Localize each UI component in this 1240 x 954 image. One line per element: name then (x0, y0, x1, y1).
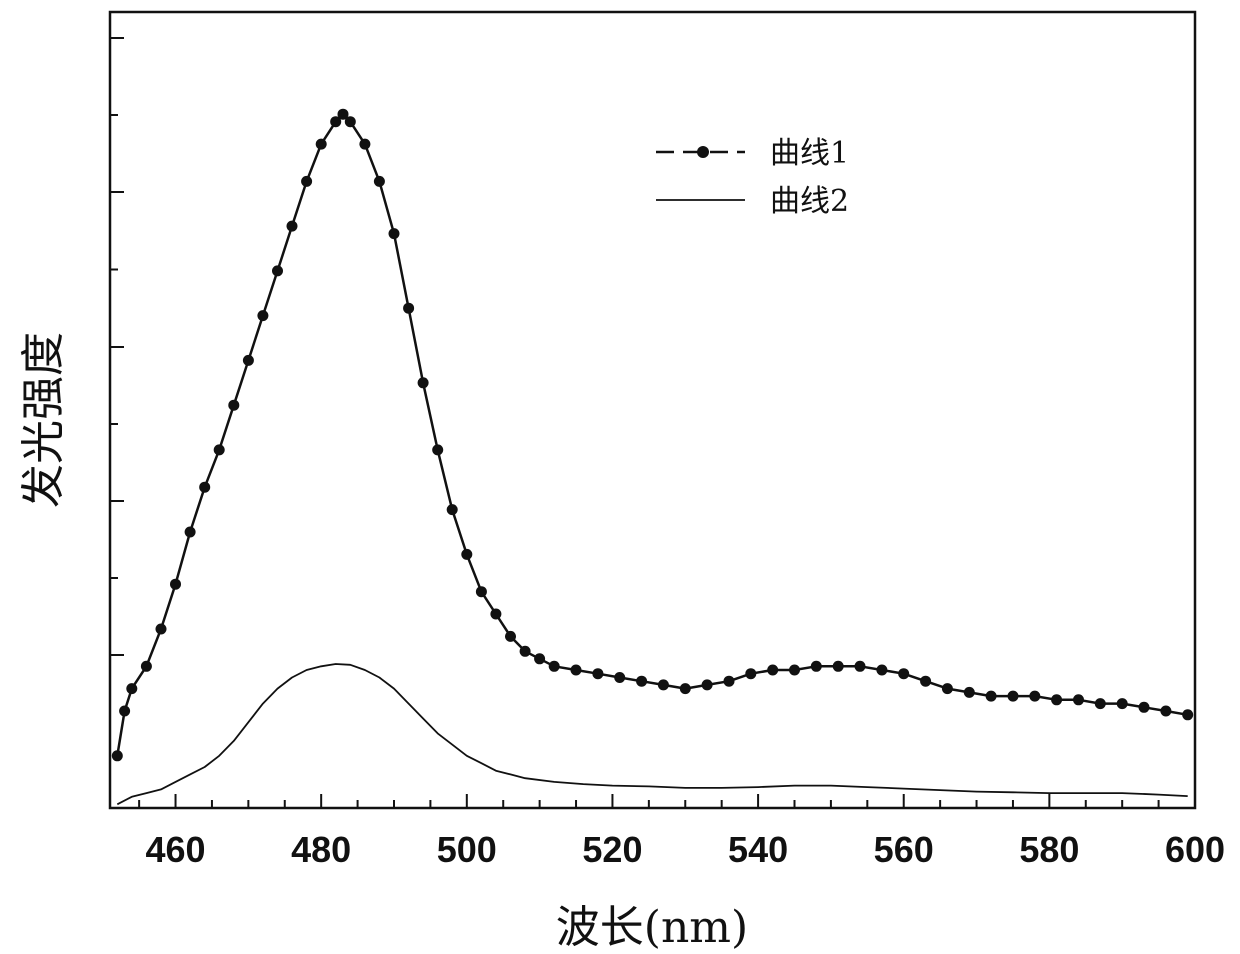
x-tick-label: 520 (582, 829, 642, 870)
y-axis-title: 发光强度 (18, 332, 69, 508)
x-axis-title: 波长(nm) (556, 902, 748, 953)
series-1-marker (287, 221, 298, 232)
legend-entry-series-1: 曲线1 (656, 136, 849, 171)
series-1-marker (1073, 694, 1084, 705)
x-tick-label: 580 (1019, 829, 1079, 870)
series-1-marker (592, 668, 603, 679)
x-tick-label: 560 (874, 829, 934, 870)
series-1-marker (461, 549, 472, 560)
series-1-marker (476, 586, 487, 597)
series-1-marker (359, 139, 370, 150)
series-1-marker (534, 653, 545, 664)
series-1-marker (549, 661, 560, 672)
series-1-marker (767, 665, 778, 676)
plot-frame (110, 12, 1195, 808)
series-1-marker (272, 265, 283, 276)
series-1-marker (636, 676, 647, 687)
series-1-marker (520, 646, 531, 657)
x-tick-label: 540 (728, 829, 788, 870)
x-tick-label: 460 (145, 829, 205, 870)
series-1-marker (680, 683, 691, 694)
series-1-marker (1051, 694, 1062, 705)
legend-entry-series-2: 曲线2 (656, 184, 849, 219)
series-1-marker (1117, 698, 1128, 709)
series-1-marker (490, 609, 501, 620)
series-1-marker (986, 691, 997, 702)
series-1-marker (833, 661, 844, 672)
series-1-marker (876, 665, 887, 676)
series-1-marker (942, 683, 953, 694)
legend-label-series-2: 曲线2 (770, 184, 849, 219)
series-1-marker (1095, 698, 1106, 709)
x-tick-label: 480 (291, 829, 351, 870)
series-1-marker (1008, 691, 1019, 702)
x-tick-label: 500 (437, 829, 497, 870)
series-1-marker (403, 303, 414, 314)
series-1-marker (316, 139, 327, 150)
series-1-marker (614, 672, 625, 683)
series-1-marker (1182, 709, 1193, 720)
series-1-marker (301, 176, 312, 187)
series-1-marker (170, 579, 181, 590)
series-1-marker (789, 665, 800, 676)
series-1-marker (141, 661, 152, 672)
series-1-marker (898, 668, 909, 679)
series-1-marker (745, 668, 756, 679)
series-1-marker (658, 679, 669, 690)
series-markers (112, 109, 1193, 762)
series-1-marker (964, 687, 975, 698)
series-1-marker (432, 444, 443, 455)
series-1-marker (724, 676, 735, 687)
series-1-marker (571, 665, 582, 676)
series-1-marker (257, 310, 268, 321)
series-1-marker (374, 176, 385, 187)
x-tick-labels: 460 480 500 520 540 560 580 600 (145, 829, 1225, 870)
legend-marker-series-1 (697, 146, 709, 158)
series-layer (117, 114, 1187, 804)
x-tick-label: 600 (1165, 829, 1225, 870)
series-1-marker (702, 679, 713, 690)
series-1-marker (199, 482, 210, 493)
series-1-marker (243, 355, 254, 366)
series-1-marker (1139, 702, 1150, 713)
series-1-marker (156, 624, 167, 635)
series-1-marker (447, 504, 458, 515)
series-1-marker (418, 377, 429, 388)
series-1-marker (185, 527, 196, 538)
series-1-marker (811, 661, 822, 672)
series-2-line (117, 664, 1187, 804)
series-1-marker (1160, 706, 1171, 717)
legend: 曲线1 曲线2 (656, 136, 849, 219)
series-1-marker (228, 400, 239, 411)
series-1-marker (505, 631, 516, 642)
series-1-line (117, 114, 1187, 756)
series-1-marker (345, 116, 356, 127)
series-1-marker (920, 676, 931, 687)
series-1-marker (855, 661, 866, 672)
series-1-marker (1029, 691, 1040, 702)
series-1-marker (112, 750, 123, 761)
series-1-marker (214, 444, 225, 455)
series-1-marker (389, 228, 400, 239)
series-1-marker (126, 683, 137, 694)
series-1-marker (119, 706, 130, 717)
legend-label-series-1: 曲线1 (770, 136, 849, 171)
